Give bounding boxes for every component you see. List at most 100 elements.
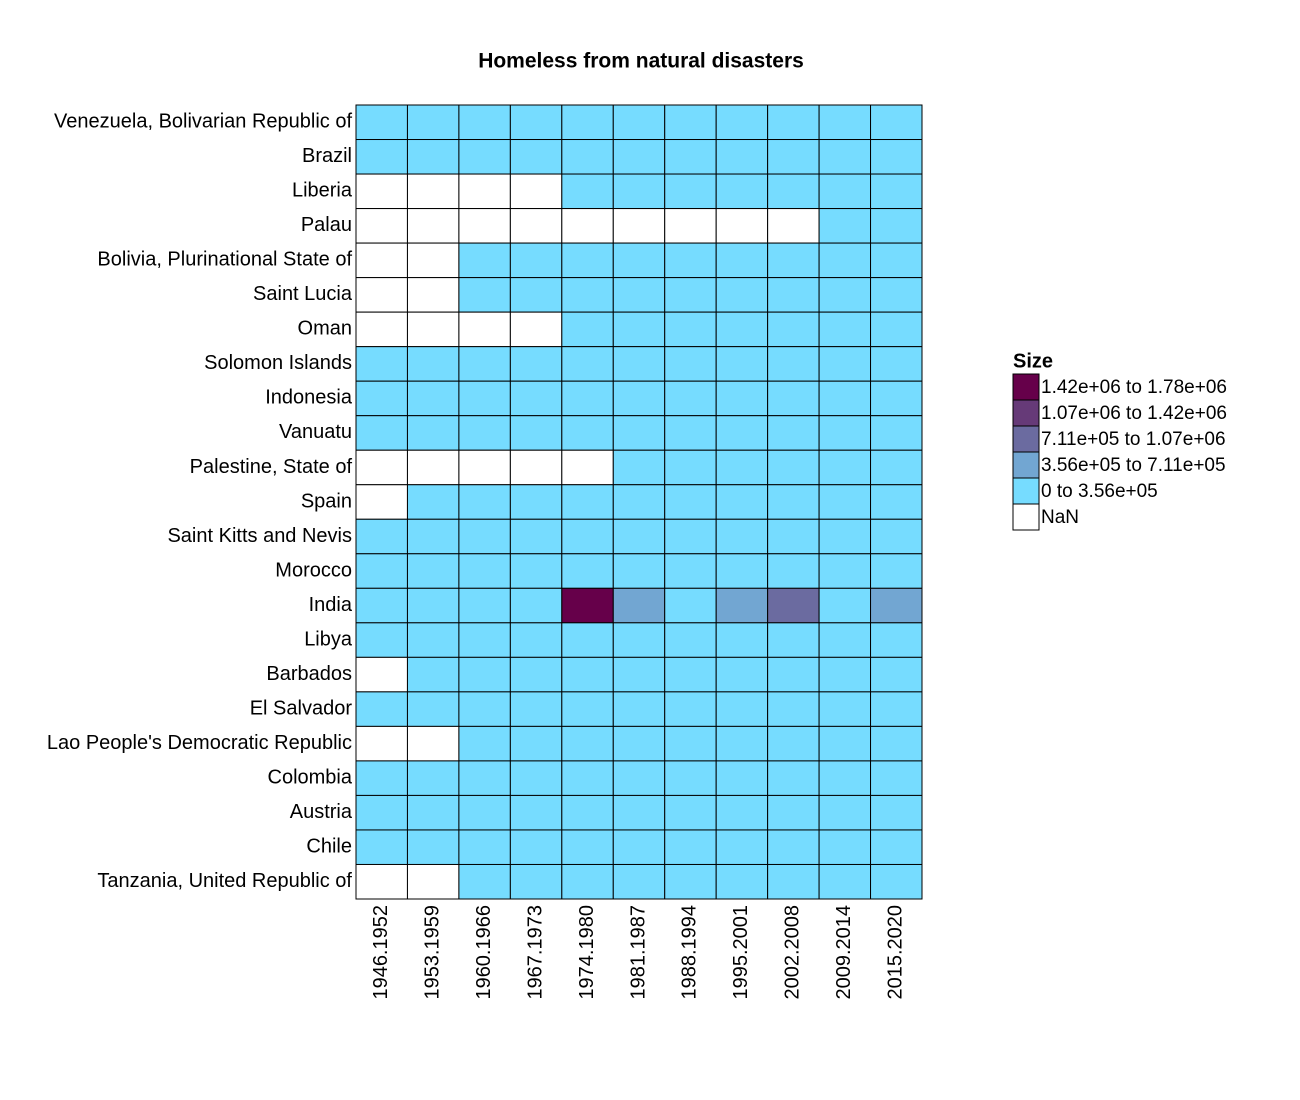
cell	[715, 380, 769, 417]
cell	[715, 277, 769, 313]
nan-cell	[406, 725, 460, 762]
cell	[767, 449, 820, 486]
y-tick-label: Austria	[290, 801, 353, 823]
cell	[458, 277, 511, 313]
x-tick-label: 1995.2001	[730, 905, 752, 1000]
cell	[664, 449, 717, 486]
cell	[612, 449, 666, 486]
cell	[664, 173, 717, 210]
cell	[355, 553, 408, 589]
nan-cell	[406, 173, 460, 210]
cell	[818, 139, 872, 175]
cell	[561, 104, 614, 141]
y-tick-label: Tanzania, United Republic of	[97, 870, 352, 892]
nan-cell	[509, 173, 563, 210]
nan-cell	[406, 449, 460, 486]
cell	[612, 484, 666, 520]
cell	[561, 380, 614, 417]
nan-cell	[561, 208, 614, 244]
cell	[715, 829, 769, 865]
nan-cell	[767, 208, 820, 244]
cell	[767, 415, 820, 451]
nan-cell	[406, 242, 460, 279]
cell	[561, 139, 614, 175]
y-tick-label: El Salvador	[250, 697, 353, 719]
cell	[818, 656, 872, 693]
cell	[870, 725, 923, 762]
chart-title: Homeless from natural disasters	[478, 50, 804, 73]
nan-cell	[458, 311, 511, 348]
cell	[561, 794, 614, 831]
y-tick-label: India	[309, 594, 353, 616]
cell	[715, 863, 769, 900]
cell	[870, 173, 923, 210]
cell	[818, 346, 872, 382]
cell	[509, 691, 563, 727]
cell	[664, 587, 717, 624]
nan-cell	[355, 656, 408, 693]
cell	[664, 380, 717, 417]
y-tick-label: Morocco	[275, 559, 352, 581]
cell	[612, 139, 666, 175]
y-tick-label: Colombia	[268, 766, 353, 788]
cell	[767, 829, 820, 865]
cell	[612, 760, 666, 796]
cell	[664, 415, 717, 451]
cell	[664, 346, 717, 382]
cell	[818, 449, 872, 486]
x-tick-label: 1974.1980	[576, 905, 598, 1000]
cell	[561, 656, 614, 693]
cell	[664, 518, 717, 555]
cell	[561, 829, 614, 865]
cell	[664, 139, 717, 175]
legend-label: 1.42e+06 to 1.78e+06	[1041, 377, 1227, 398]
nan-cell	[355, 173, 408, 210]
x-tick-label: 2009.2014	[833, 905, 855, 1000]
cell	[715, 104, 769, 141]
cell	[458, 760, 511, 796]
cell	[767, 173, 820, 210]
cell	[715, 449, 769, 486]
cell	[870, 484, 923, 520]
nan-cell	[355, 242, 408, 279]
cell	[406, 415, 460, 451]
cell	[561, 760, 614, 796]
cell	[458, 415, 511, 451]
cell	[561, 863, 614, 900]
cell	[561, 553, 614, 589]
cell	[818, 208, 872, 244]
cell	[355, 139, 408, 175]
cell	[715, 553, 769, 589]
cell	[767, 484, 820, 520]
cell	[458, 484, 511, 520]
cell	[406, 794, 460, 831]
cell	[509, 622, 563, 658]
y-tick-label: Spain	[301, 490, 352, 512]
nan-cell	[458, 449, 511, 486]
cell	[715, 173, 769, 210]
nan-cell	[509, 208, 563, 244]
cell	[458, 242, 511, 279]
legend-label: 1.07e+06 to 1.42e+06	[1041, 403, 1227, 424]
y-tick-label: Lao People's Democratic Republic	[47, 732, 352, 754]
cell	[870, 311, 923, 348]
nan-cell	[458, 173, 511, 210]
cell	[458, 553, 511, 589]
cell	[561, 311, 614, 348]
cell	[406, 656, 460, 693]
y-tick-label: Libya	[304, 628, 353, 650]
nan-cell	[612, 208, 666, 244]
cell	[818, 380, 872, 417]
cell	[509, 139, 563, 175]
cell	[355, 415, 408, 451]
cell	[509, 104, 563, 141]
nan-cell	[406, 863, 460, 900]
cell	[818, 104, 872, 141]
cell	[767, 691, 820, 727]
nan-cell	[355, 277, 408, 313]
cell	[561, 725, 614, 762]
cell	[870, 208, 923, 244]
cell	[561, 415, 614, 451]
cell	[458, 691, 511, 727]
y-tick-label: Oman	[298, 318, 352, 340]
